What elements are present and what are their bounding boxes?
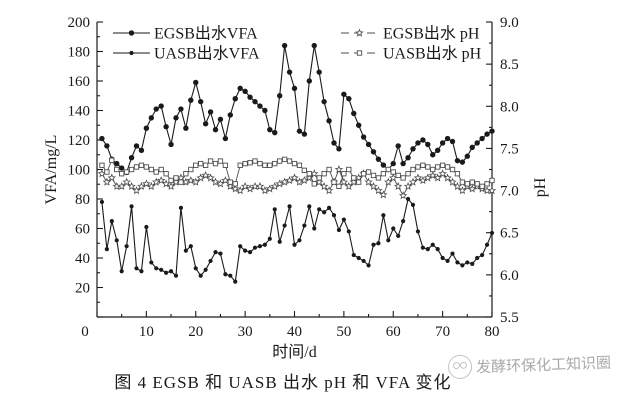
series-egsb-vfa: [99, 42, 495, 176]
svg-text:0: 0: [81, 324, 89, 340]
chart-canvas: 10 20 30 40 50 60 70 80 0 20 40 60 80 100 120 140 160 180…: [43, 15, 549, 361]
svg-text:5.5: 5.5: [500, 310, 519, 326]
svg-text:30: 30: [238, 324, 253, 340]
svg-text:7.5: 7.5: [500, 141, 519, 157]
series-uasb-ph: [99, 156, 495, 190]
series-uasb-vfa: [99, 196, 495, 284]
svg-text:40: 40: [287, 324, 302, 340]
svg-text:80: 80: [75, 192, 90, 208]
watermark-text: 发酵环保化工知识圈: [475, 354, 612, 376]
y-axis-left-title: VFA/mg/L: [43, 135, 60, 205]
svg-text:60: 60: [386, 324, 401, 340]
svg-text:20: 20: [188, 324, 203, 340]
svg-text:50: 50: [336, 324, 351, 340]
svg-text:140: 140: [68, 104, 91, 120]
legend-label-egsb-ph: EGSB出水 pH: [383, 25, 480, 43]
series-egsb-ph: [97, 164, 497, 200]
svg-text:8.5: 8.5: [500, 57, 519, 73]
svg-text:160: 160: [68, 74, 91, 90]
figure-caption: 图 4 EGSB 和 UASB 出水 pH 和 VFA 变化: [114, 373, 452, 392]
svg-text:40: 40: [75, 251, 90, 267]
y-axis-right-title: pH: [532, 177, 549, 197]
svg-text:180: 180: [68, 45, 91, 61]
x-axis-title: 时间/d: [272, 343, 316, 361]
svg-text:6.5: 6.5: [500, 226, 519, 242]
svg-text:7.0: 7.0: [500, 184, 519, 200]
svg-text:60: 60: [75, 222, 90, 238]
svg-text:100: 100: [68, 163, 91, 179]
svg-text:20: 20: [75, 281, 90, 297]
svg-text:120: 120: [68, 133, 91, 149]
svg-text:80: 80: [485, 324, 500, 340]
svg-text:200: 200: [68, 15, 91, 31]
svg-text:8.0: 8.0: [500, 99, 519, 115]
legend-vfa: EGSB出水VFA UASB出水VFA: [113, 25, 260, 63]
watermark-logo-icon: [447, 354, 473, 380]
y-axis-right-ticks: 5.5 6.0 6.5 7.0 7.5 8.0 8.5 9.0: [486, 15, 519, 326]
legend-label-uasb-vfa: UASB出水VFA: [154, 45, 260, 63]
legend-label-egsb-vfa: EGSB出水VFA: [154, 25, 258, 43]
svg-text:9.0: 9.0: [500, 15, 519, 31]
x-axis-ticks: 10 20 30 40 50 60 70 80 0: [81, 311, 500, 340]
svg-text:6.0: 6.0: [500, 268, 519, 284]
svg-text:10: 10: [139, 324, 154, 340]
legend-ph: EGSB出水 pH UASB出水 pH: [341, 25, 482, 63]
y-axis-left-ticks: 20 40 60 80 100 120 140 160 180 200: [68, 15, 103, 318]
legend-label-uasb-ph: UASB出水 pH: [383, 45, 482, 63]
svg-text:70: 70: [435, 324, 450, 340]
